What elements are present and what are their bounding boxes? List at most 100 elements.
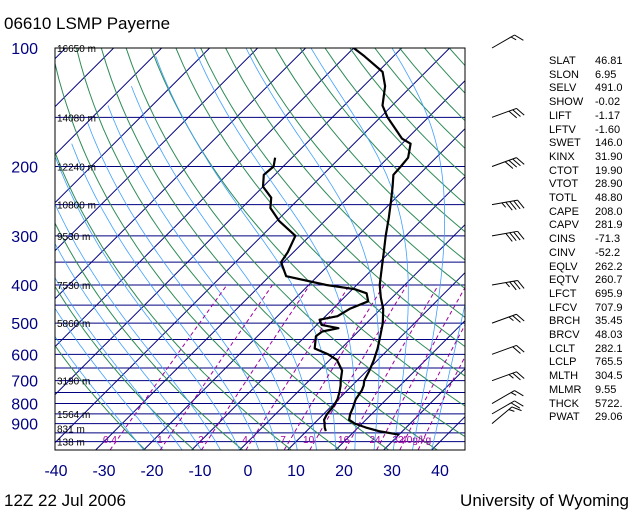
wind-barb-flag [516, 313, 524, 323]
wind-barb-flag [515, 388, 524, 398]
temperature-tick-label: -10 [188, 463, 211, 480]
pressure-tick-label: 600 [11, 347, 38, 364]
mixing-ratio-label: 40g/kg [401, 435, 431, 446]
wind-barb [492, 344, 524, 363]
index-value: 304.5 [595, 370, 639, 384]
pressure-tick-label: 300 [11, 229, 38, 246]
height-label: 12240 m [57, 163, 96, 174]
index-row: EQLV 262.2 [549, 261, 639, 275]
index-name: LIFT [549, 110, 595, 124]
stability-indices-table: SLAT 46.81 SLON 6.95 SELV 491.0 SHOW -0.02 LIFT -… [549, 55, 639, 425]
index-value: 260.7 [595, 274, 639, 288]
mixing-ratio-label: 10 [303, 435, 315, 446]
index-row: KINX 31.90 [549, 151, 639, 165]
index-row: LFCT 695.9 [549, 288, 639, 302]
index-row: LFCV 707.9 [549, 302, 639, 316]
index-value: 6.95 [595, 69, 639, 83]
index-row: CAPE 208.0 [549, 206, 639, 220]
index-name: KINX [549, 151, 595, 165]
index-row: SLON 6.95 [549, 69, 639, 83]
wind-barb-half-flag [506, 282, 510, 287]
index-value: -52.2 [595, 247, 639, 261]
isotherm-line [192, 48, 594, 450]
temperature-tick-label: -20 [140, 463, 163, 480]
index-row: TOTL 48.80 [549, 192, 639, 206]
index-value: -1.60 [595, 124, 639, 138]
wind-barb [492, 107, 524, 126]
index-name: VTOT [549, 178, 595, 192]
temperature-tick-label: -40 [44, 463, 67, 480]
data-source: University of Wyoming [460, 491, 629, 511]
temperature-tick-label: 20 [335, 463, 353, 480]
index-name: SLAT [549, 55, 595, 69]
index-row: CAPV 281.9 [549, 219, 639, 233]
index-value: 19.90 [595, 165, 639, 179]
wind-barb-flag [516, 156, 524, 166]
wind-barb-half-flag [502, 202, 506, 207]
index-name: SLON [549, 69, 595, 83]
wind-barb-flag [516, 370, 524, 380]
pressure-tick-label: 900 [11, 417, 38, 434]
height-label: 7530 m [57, 281, 90, 292]
index-row: BRCV 48.03 [549, 329, 639, 343]
mixing-ratio-label: 4 [242, 435, 248, 446]
index-row: CTOT 19.90 [549, 165, 639, 179]
wind-barb [492, 370, 524, 389]
mixing-ratio-label: 2 [198, 435, 204, 446]
index-row: SLAT 46.81 [549, 55, 639, 69]
wind-barb [492, 313, 524, 332]
pressure-tick-label: 700 [11, 374, 38, 391]
height-label: 138 m [57, 438, 85, 449]
index-row: LIFT -1.17 [549, 110, 639, 124]
index-name: SHOW [549, 96, 595, 110]
index-name: LFTV [549, 124, 595, 138]
index-name: EQTV [549, 274, 595, 288]
index-name: PWAT [549, 411, 595, 425]
wind-barb-flag [516, 344, 524, 354]
temperature-tick-label: 0 [244, 463, 253, 480]
height-label: 5860 m [57, 319, 90, 330]
index-value: 262.2 [595, 261, 639, 275]
diagram-grid [0, 48, 640, 450]
index-value: 48.03 [595, 329, 639, 343]
index-name: CTOT [549, 165, 595, 179]
index-value: 31.90 [595, 151, 639, 165]
isotherm-line [0, 48, 258, 450]
mixing-ratio-label: 1 [157, 435, 163, 446]
index-name: EQLV [549, 261, 595, 275]
moist-adiabat [311, 48, 408, 450]
index-value: 146.0 [595, 137, 639, 151]
wind-barb [492, 230, 524, 244]
temperature-tick-label: 30 [383, 463, 401, 480]
index-name: MLTH [549, 370, 595, 384]
index-row: BRCH 35.45 [549, 315, 639, 329]
height-label: 14080 m [57, 113, 96, 124]
index-row: EQTV 260.7 [549, 274, 639, 288]
pressure-tick-label: 500 [11, 316, 38, 333]
index-row: CINV -52.2 [549, 247, 639, 261]
index-value: 707.9 [595, 302, 639, 316]
index-row: MLTH 304.5 [549, 370, 639, 384]
index-value: 695.9 [595, 288, 639, 302]
index-value: 35.45 [595, 315, 639, 329]
wind-barb [492, 33, 523, 56]
index-value: -0.02 [595, 96, 639, 110]
temperature-tick-label: 10 [287, 463, 305, 480]
pressure-tick-label: 400 [11, 278, 38, 295]
mixing-ratio-line [418, 285, 503, 450]
index-value: 46.81 [595, 55, 639, 69]
temperature-tick-label: 40 [431, 463, 449, 480]
index-name: CINV [549, 247, 595, 261]
index-value: 28.90 [595, 178, 639, 192]
index-row: LCLP 765.5 [549, 356, 639, 370]
isotherm-line [96, 48, 498, 450]
dewpoint-profile [263, 158, 368, 431]
index-name: LFCT [549, 288, 595, 302]
height-label: 831 m [57, 424, 85, 435]
wind-barb-flag [516, 107, 524, 117]
index-name: TOTL [549, 192, 595, 206]
index-row: THCK 5722. [549, 398, 639, 412]
wind-barbs [492, 33, 524, 431]
isotherm-line [48, 48, 450, 450]
